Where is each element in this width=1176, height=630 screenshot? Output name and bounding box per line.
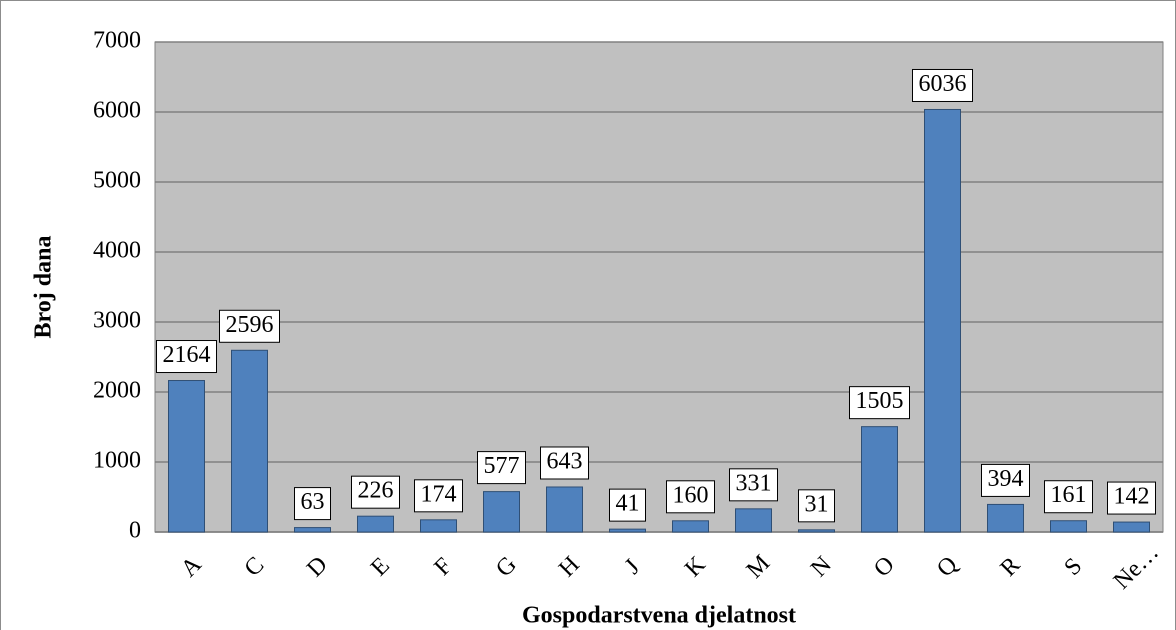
bar bbox=[861, 426, 898, 533]
y-axis-title: Broj dana bbox=[31, 236, 57, 339]
bar bbox=[735, 508, 772, 533]
data-label: 142 bbox=[1114, 484, 1150, 510]
bar bbox=[294, 527, 331, 533]
bar bbox=[609, 528, 646, 533]
y-tick-label: 4000 bbox=[93, 238, 141, 264]
data-label: 174 bbox=[421, 481, 457, 507]
data-label-box bbox=[729, 468, 778, 502]
bar bbox=[483, 491, 520, 533]
bar bbox=[420, 519, 457, 533]
plot-area bbox=[154, 41, 1164, 533]
data-label: 331 bbox=[736, 470, 772, 496]
y-tick-label: 0 bbox=[129, 518, 141, 544]
data-label: 2596 bbox=[226, 312, 274, 338]
data-label: 394 bbox=[988, 466, 1024, 492]
y-tick-label: 1000 bbox=[93, 448, 141, 474]
data-label: 2164 bbox=[163, 342, 211, 368]
data-label: 643 bbox=[547, 448, 583, 474]
data-label-box bbox=[1107, 481, 1156, 515]
y-tick-label: 2000 bbox=[93, 378, 141, 404]
data-label-box bbox=[609, 488, 646, 522]
data-label: 161 bbox=[1051, 482, 1087, 508]
data-label-box bbox=[912, 68, 973, 102]
data-label-box bbox=[294, 487, 331, 521]
y-tick-label: 6000 bbox=[93, 98, 141, 124]
data-label: 226 bbox=[358, 478, 394, 504]
data-label-box bbox=[798, 489, 835, 523]
y-tick-label: 7000 bbox=[93, 28, 141, 54]
bar bbox=[168, 380, 205, 533]
y-tick-label: 3000 bbox=[93, 308, 141, 334]
data-label-box bbox=[1044, 480, 1093, 514]
data-label: 63 bbox=[301, 489, 325, 515]
data-label: 577 bbox=[484, 453, 520, 479]
data-label-box bbox=[849, 386, 910, 420]
data-label: 1505 bbox=[856, 388, 904, 414]
data-label-box bbox=[981, 463, 1030, 497]
data-label-box bbox=[477, 451, 526, 485]
data-label: 41 bbox=[616, 491, 640, 517]
bar bbox=[357, 515, 394, 533]
data-label-box bbox=[219, 309, 280, 343]
data-label: 160 bbox=[673, 482, 709, 508]
bar bbox=[924, 108, 961, 533]
bar bbox=[987, 503, 1024, 533]
data-label-box bbox=[414, 479, 463, 513]
x-axis-title: Gospodarstvena djelatnost bbox=[522, 603, 796, 629]
data-label-box bbox=[540, 446, 589, 480]
data-label-box bbox=[666, 480, 715, 514]
bar bbox=[1050, 520, 1087, 533]
data-label-box bbox=[351, 475, 400, 509]
bar bbox=[672, 520, 709, 533]
data-label: 6036 bbox=[919, 71, 967, 97]
bar bbox=[546, 486, 583, 533]
bar bbox=[1113, 521, 1150, 533]
data-label-box bbox=[156, 340, 217, 374]
bar bbox=[798, 529, 835, 533]
bar bbox=[231, 349, 268, 533]
y-tick-label: 5000 bbox=[93, 168, 141, 194]
data-label: 31 bbox=[805, 491, 829, 517]
